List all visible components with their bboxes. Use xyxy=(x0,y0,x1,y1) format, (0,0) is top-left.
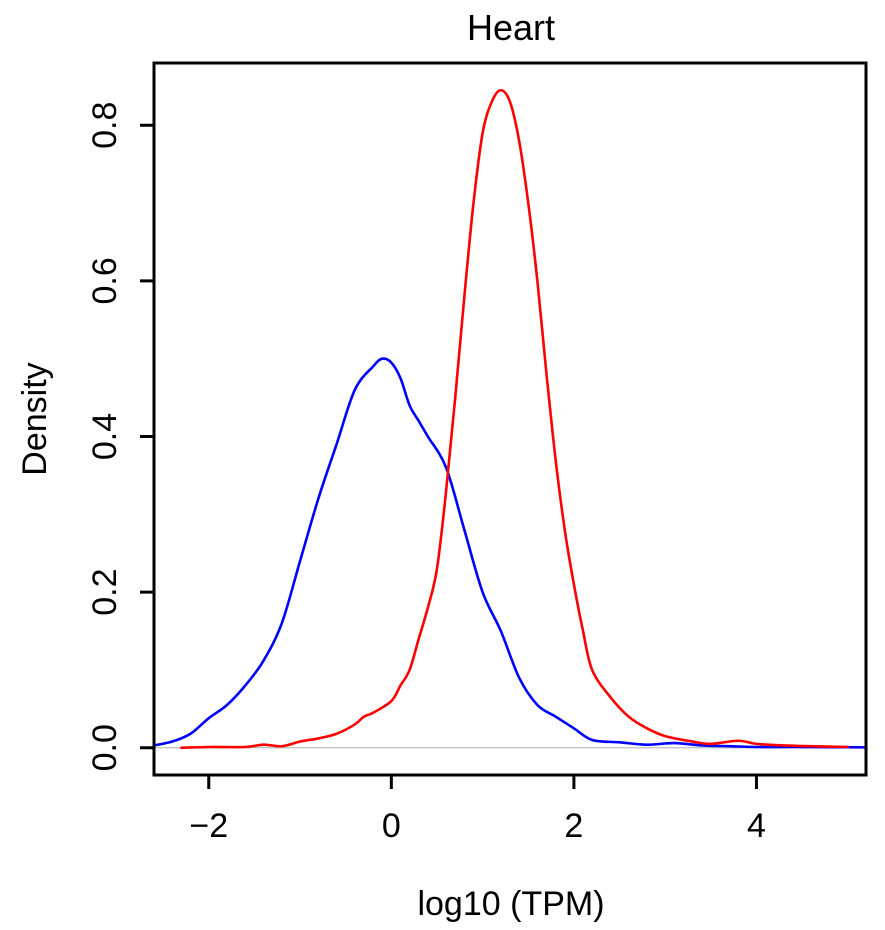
y-tick-label: 0.8 xyxy=(86,102,124,149)
y-tick-label: 0.0 xyxy=(86,724,124,771)
x-tick-label: −2 xyxy=(189,807,228,845)
x-axis-label: log10 (TPM) xyxy=(417,885,604,923)
plot-frame xyxy=(152,61,868,777)
y-tick-label: 0.2 xyxy=(86,569,124,616)
x-axis: −2 0 2 4 xyxy=(189,775,766,845)
x-tick-label: 0 xyxy=(382,807,401,845)
y-tick-label: 0.4 xyxy=(86,413,124,460)
y-axis-label: Density xyxy=(16,362,54,475)
x-tick-label: 2 xyxy=(564,807,583,845)
series-line-blue xyxy=(152,357,868,749)
x-tick-label: 4 xyxy=(747,807,766,845)
series-layer xyxy=(152,88,868,750)
y-axis: 0.0 0.2 0.4 0.6 0.8 xyxy=(86,102,154,771)
series-line-red xyxy=(180,88,850,750)
y-tick-label: 0.6 xyxy=(86,257,124,304)
chart-title: Heart xyxy=(467,7,555,48)
